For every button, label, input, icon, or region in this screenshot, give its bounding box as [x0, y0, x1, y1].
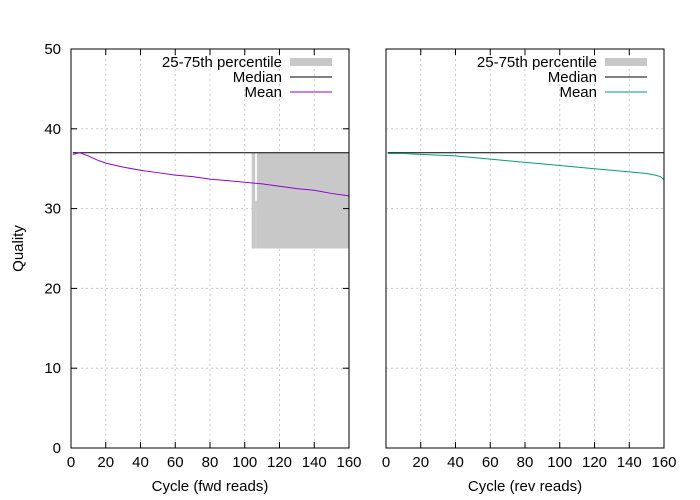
- x-axis-title: Cycle (rev reads): [468, 478, 582, 495]
- plot-frame: [385, 48, 665, 449]
- y-tick-label: 20: [44, 280, 61, 297]
- x-tick-label: 20: [412, 454, 429, 471]
- y-tick-label: 50: [44, 41, 61, 58]
- x-tick-label: 40: [132, 454, 149, 471]
- y-tick-label: 0: [53, 440, 61, 457]
- legend-swatch: [605, 58, 647, 66]
- percentile-band-segment: [255, 200, 257, 249]
- x-axis-title: Cycle (fwd reads): [152, 478, 269, 495]
- x-tick-label: 40: [447, 454, 464, 471]
- mean-line: [72, 152, 350, 197]
- chart-panel-1: 0 20 40 60 80 100 120 140 160 0 10 20 30 40 50 Cycle (f…: [10, 41, 362, 495]
- y-tick-label: 40: [44, 121, 61, 138]
- legend-label: 25-75th percentile: [477, 54, 597, 71]
- x-tick-label: 0: [67, 454, 75, 471]
- x-tick-label: 60: [482, 454, 499, 471]
- legend-label: Median: [233, 69, 282, 86]
- x-tick-label: 120: [582, 454, 607, 471]
- legend-label: Median: [548, 69, 597, 86]
- x-tick-label: 60: [167, 454, 184, 471]
- legend-label: Mean: [559, 84, 597, 101]
- x-tick-label: 100: [232, 454, 257, 471]
- legend-label: 25-75th percentile: [162, 54, 282, 71]
- x-tick-label: 20: [97, 454, 114, 471]
- x-tick-label: 140: [302, 454, 327, 471]
- x-tick-label: 160: [651, 454, 676, 471]
- x-tick-label: 80: [202, 454, 219, 471]
- x-tick-label: 120: [267, 454, 292, 471]
- x-tick-label: 80: [517, 454, 534, 471]
- x-tick-label: 160: [336, 454, 361, 471]
- legend-label: Mean: [244, 84, 282, 101]
- mean-line: [387, 153, 665, 181]
- percentile-band-segment: [251, 152, 256, 249]
- x-tick-label: 140: [617, 454, 642, 471]
- x-tick-label: 100: [547, 454, 572, 471]
- legend-swatch: [290, 58, 332, 66]
- x-tick-label: 0: [382, 454, 390, 471]
- percentile-band-segment: [256, 152, 349, 249]
- y-axis-title: Quality: [10, 225, 27, 272]
- chart-panel-2: 0 20 40 60 80 100 120 140 160 Cycle (rev reads) 25…: [382, 48, 677, 495]
- y-tick-label: 30: [44, 201, 61, 218]
- y-tick-label: 10: [44, 360, 61, 377]
